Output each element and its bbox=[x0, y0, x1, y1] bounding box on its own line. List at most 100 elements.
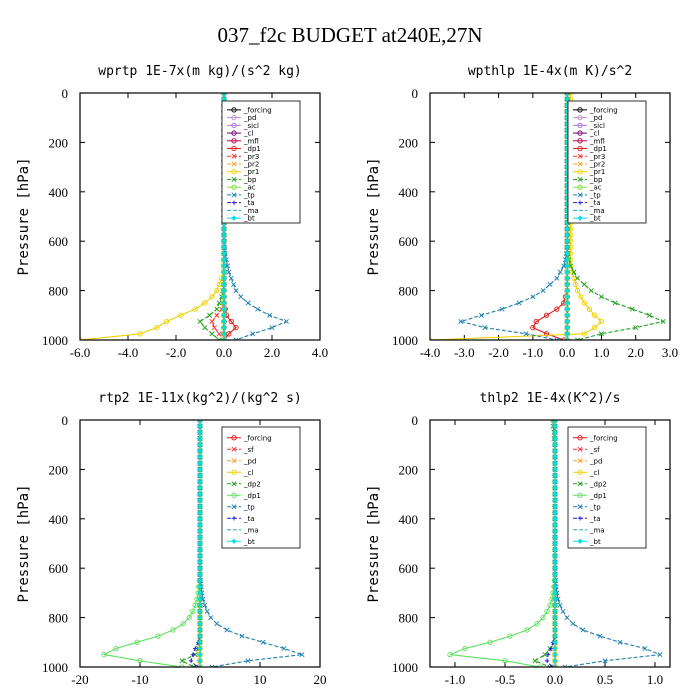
x-tick-label: 0.0 bbox=[547, 672, 563, 687]
series-point-tp bbox=[564, 615, 570, 621]
legend-label: _pd bbox=[589, 457, 602, 465]
panel-2: wpthlp 1E-4x(m K)/s^2 Pressure [hPa] -4.0-… bbox=[366, 64, 678, 360]
legend: _forcing_pd_sicl_cl_mfl_dp1_pr3_pr2_pr1_… bbox=[221, 100, 301, 224]
y-tick-label: 800 bbox=[49, 284, 69, 299]
series-point-tp bbox=[202, 602, 208, 608]
x-tick-label: -3.0 bbox=[454, 345, 475, 360]
series-point-pr1 bbox=[586, 306, 593, 312]
legend-label: _pd bbox=[589, 114, 602, 122]
series-point-bt bbox=[564, 318, 570, 325]
legend-marker bbox=[577, 145, 583, 152]
y-tick-label: 0 bbox=[62, 413, 69, 428]
y-axis-label: Pressure [hPa] bbox=[366, 157, 382, 275]
legend-marker bbox=[231, 492, 237, 498]
series-point-ta bbox=[194, 664, 200, 667]
series-point-bt bbox=[552, 540, 558, 547]
series-point-tp bbox=[228, 275, 234, 281]
series-point-pr1 bbox=[571, 275, 577, 281]
legend-label: _pr3 bbox=[243, 153, 259, 161]
series-point-bt bbox=[552, 522, 558, 528]
series-point-ta bbox=[188, 658, 194, 664]
series-point-pr1 bbox=[578, 294, 584, 300]
series-point-ta bbox=[544, 658, 550, 664]
y-tick-label: 1000 bbox=[392, 660, 418, 675]
legend-marker bbox=[577, 130, 583, 136]
series-point-bt bbox=[552, 565, 558, 571]
series-point-bt bbox=[197, 442, 203, 448]
series-point-tp bbox=[561, 263, 567, 269]
legend-label: _sf bbox=[243, 446, 254, 454]
legend-marker bbox=[577, 153, 583, 159]
series-point-dp1 bbox=[554, 306, 560, 312]
series-point-dp1 bbox=[233, 324, 239, 331]
series-point-tp bbox=[570, 621, 576, 627]
series-point-bt bbox=[197, 553, 203, 559]
x-tick-label: -0.5 bbox=[495, 672, 516, 687]
series-point-tp bbox=[214, 621, 220, 627]
series-point-tp bbox=[197, 420, 203, 423]
legend-label: _ma bbox=[243, 207, 259, 215]
series-point-tp bbox=[458, 318, 464, 324]
series-point-bt bbox=[564, 331, 570, 337]
series-point-pr1 bbox=[581, 300, 587, 306]
y-tick-label: 200 bbox=[399, 135, 419, 150]
series-point-pr1 bbox=[573, 281, 579, 288]
series-point-bt bbox=[197, 491, 203, 497]
y-tick-label: 1000 bbox=[42, 333, 68, 348]
series-point-bt bbox=[197, 559, 203, 565]
y-tick-label: 600 bbox=[49, 561, 69, 576]
panel-title: thlp2 1E-4x(K^2)/s bbox=[480, 391, 621, 406]
series-point-tp bbox=[554, 275, 560, 281]
series-point-bp bbox=[216, 300, 222, 306]
series-point-bp bbox=[202, 325, 208, 331]
series-point-bt bbox=[197, 479, 203, 485]
legend-label: _ta bbox=[589, 515, 601, 523]
panel-title: wpthlp 1E-4x(m K)/s^2 bbox=[468, 64, 632, 79]
series-point-bp bbox=[581, 281, 587, 287]
legend-label: _tp bbox=[243, 503, 255, 511]
x-tick-label: -4.0 bbox=[420, 345, 441, 360]
series-point-bp bbox=[197, 318, 203, 324]
x-tick-label: 3.0 bbox=[662, 345, 678, 360]
series-point-dp1 bbox=[544, 608, 550, 615]
series-point-bp bbox=[574, 337, 580, 340]
series-point-tp bbox=[209, 664, 215, 667]
legend-marker bbox=[231, 107, 237, 113]
legend-marker bbox=[577, 435, 583, 441]
plot-frame bbox=[79, 92, 321, 341]
series-point-pr1 bbox=[192, 306, 198, 312]
series-point-bt bbox=[552, 590, 558, 596]
series-point-dp1 bbox=[487, 639, 493, 645]
series-point-bt bbox=[197, 547, 203, 553]
series-point-dp1 bbox=[180, 621, 186, 627]
series-point-tp bbox=[516, 300, 522, 306]
series-point-bt bbox=[564, 269, 570, 275]
series-point-bt bbox=[197, 596, 203, 602]
legend-label: _pr1 bbox=[589, 168, 605, 176]
y-axis-label: Pressure [hPa] bbox=[366, 484, 382, 602]
series-point-pr1 bbox=[581, 331, 587, 337]
series-point-tp bbox=[260, 639, 266, 645]
series-point-dp1 bbox=[134, 639, 140, 645]
legend-marker bbox=[231, 481, 237, 487]
series-group bbox=[101, 420, 305, 667]
series-point-tp bbox=[299, 652, 305, 658]
series-point-tp bbox=[557, 602, 563, 608]
series-line-dp2 bbox=[180, 420, 201, 667]
legend-label: _ta bbox=[243, 199, 255, 207]
legend-marker bbox=[231, 122, 237, 128]
panel-title: wprtp 1E-7x(m kg)/(s^2 kg) bbox=[98, 64, 302, 79]
series-point-tp bbox=[226, 269, 232, 275]
legend-marker bbox=[231, 215, 237, 221]
legend-label: _bt bbox=[243, 538, 255, 546]
legend-label: _ma bbox=[243, 526, 259, 534]
legend-marker bbox=[231, 130, 237, 136]
series-point-bt bbox=[197, 590, 203, 596]
legend-marker bbox=[577, 504, 583, 510]
series-point-tp bbox=[281, 645, 287, 651]
series-point-bt bbox=[564, 300, 570, 306]
x-tick-label: -2.0 bbox=[166, 345, 187, 360]
series-point-bt bbox=[197, 423, 203, 429]
series-point-tp bbox=[597, 633, 603, 639]
legend-label: _forcing bbox=[243, 106, 272, 114]
